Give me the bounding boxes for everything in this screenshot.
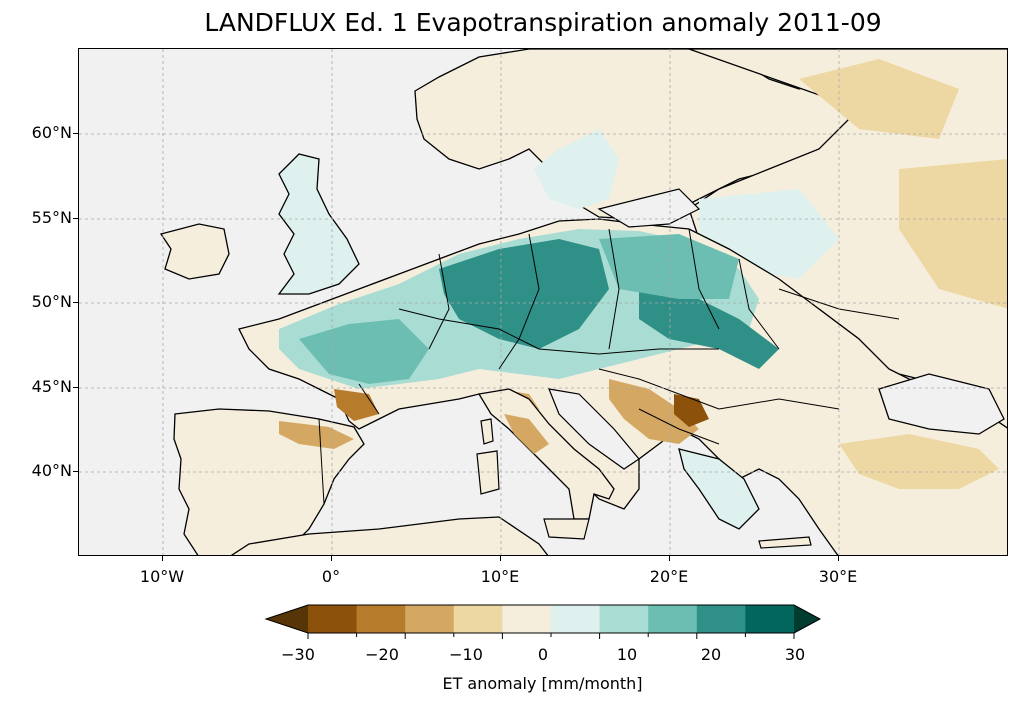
land-great-britain bbox=[277, 153, 360, 295]
land-poland-moist bbox=[599, 234, 739, 299]
colorbar-segment bbox=[405, 605, 455, 633]
colorbar-segment bbox=[648, 605, 698, 633]
colorbar-segment bbox=[696, 605, 746, 633]
land-north-africa bbox=[230, 516, 549, 555]
lon-label-30e: 30°E bbox=[818, 567, 858, 586]
colorbar-segment bbox=[599, 605, 649, 633]
lon-tick bbox=[838, 556, 839, 561]
land-iberia-dry bbox=[279, 421, 354, 449]
colorbar-segment bbox=[356, 605, 406, 633]
land-sardinia bbox=[476, 450, 500, 495]
colorbar-segment bbox=[453, 605, 503, 633]
lat-tick bbox=[73, 218, 78, 219]
lat-tick bbox=[73, 133, 78, 134]
colorbar-tick-label: −20 bbox=[365, 645, 399, 664]
colorbar-tick-label: −30 bbox=[281, 645, 315, 664]
map-canvas bbox=[79, 49, 1007, 555]
gridlines bbox=[79, 49, 1007, 555]
lon-tick bbox=[669, 556, 670, 561]
lat-label-50: 50°N bbox=[31, 292, 72, 311]
lon-tick bbox=[331, 556, 332, 561]
lat-label-55: 55°N bbox=[31, 208, 72, 227]
colorbar-extend-left bbox=[266, 605, 308, 633]
colorbar-tick-label: 10 bbox=[616, 645, 638, 664]
colorbar-segment bbox=[745, 605, 795, 633]
colorbar-extend-right bbox=[794, 605, 820, 633]
lon-label-0: 0° bbox=[321, 567, 341, 586]
colorbar-tick-label: −10 bbox=[449, 645, 483, 664]
lon-label-10e: 10°E bbox=[480, 567, 520, 586]
chart-title: LANDFLUX Ed. 1 Evapotranspiration anomal… bbox=[204, 8, 882, 37]
colorbar-segment bbox=[502, 605, 552, 633]
colorbar-segment bbox=[551, 605, 601, 633]
land-ireland bbox=[159, 223, 230, 280]
lon-label-20e: 20°E bbox=[649, 567, 689, 586]
lon-tick bbox=[500, 556, 501, 561]
land-russia-dry-2 bbox=[899, 159, 1007, 309]
colorbar-tick-label: 0 bbox=[537, 645, 549, 664]
lat-tick bbox=[73, 387, 78, 388]
land-crete bbox=[758, 536, 812, 549]
lat-label-60: 60°N bbox=[31, 123, 72, 142]
lon-tick bbox=[162, 556, 163, 561]
lat-label-40: 40°N bbox=[31, 461, 72, 480]
colorbar-segment bbox=[308, 605, 358, 633]
colorbar-tick-label: 30 bbox=[784, 645, 806, 664]
land-italy-dry-2 bbox=[504, 414, 549, 454]
land-germany-dark bbox=[439, 239, 609, 349]
lon-label-10w: 10°W bbox=[139, 567, 185, 586]
land-france-moist bbox=[299, 319, 429, 384]
colorbar-label: ET anomaly [mm/month] bbox=[442, 674, 643, 693]
country-borders bbox=[318, 228, 900, 505]
map-panel bbox=[78, 48, 1008, 556]
lat-tick bbox=[73, 471, 78, 472]
land-sweden-moist bbox=[534, 129, 619, 209]
land-carpathian-dark bbox=[639, 289, 779, 369]
lat-tick bbox=[73, 302, 78, 303]
land-greece bbox=[678, 448, 760, 530]
lat-label-45: 45°N bbox=[31, 377, 72, 396]
land-turkey-dry bbox=[839, 434, 999, 489]
colorbar bbox=[264, 604, 822, 639]
black-sea bbox=[878, 373, 1005, 435]
colorbar-tick-label: 20 bbox=[700, 645, 722, 664]
land-corsica bbox=[480, 418, 494, 445]
land-scandinavia bbox=[414, 49, 870, 220]
land-sicily bbox=[543, 518, 590, 540]
adriatic-sea bbox=[548, 388, 640, 470]
baltic-sea bbox=[597, 188, 701, 228]
